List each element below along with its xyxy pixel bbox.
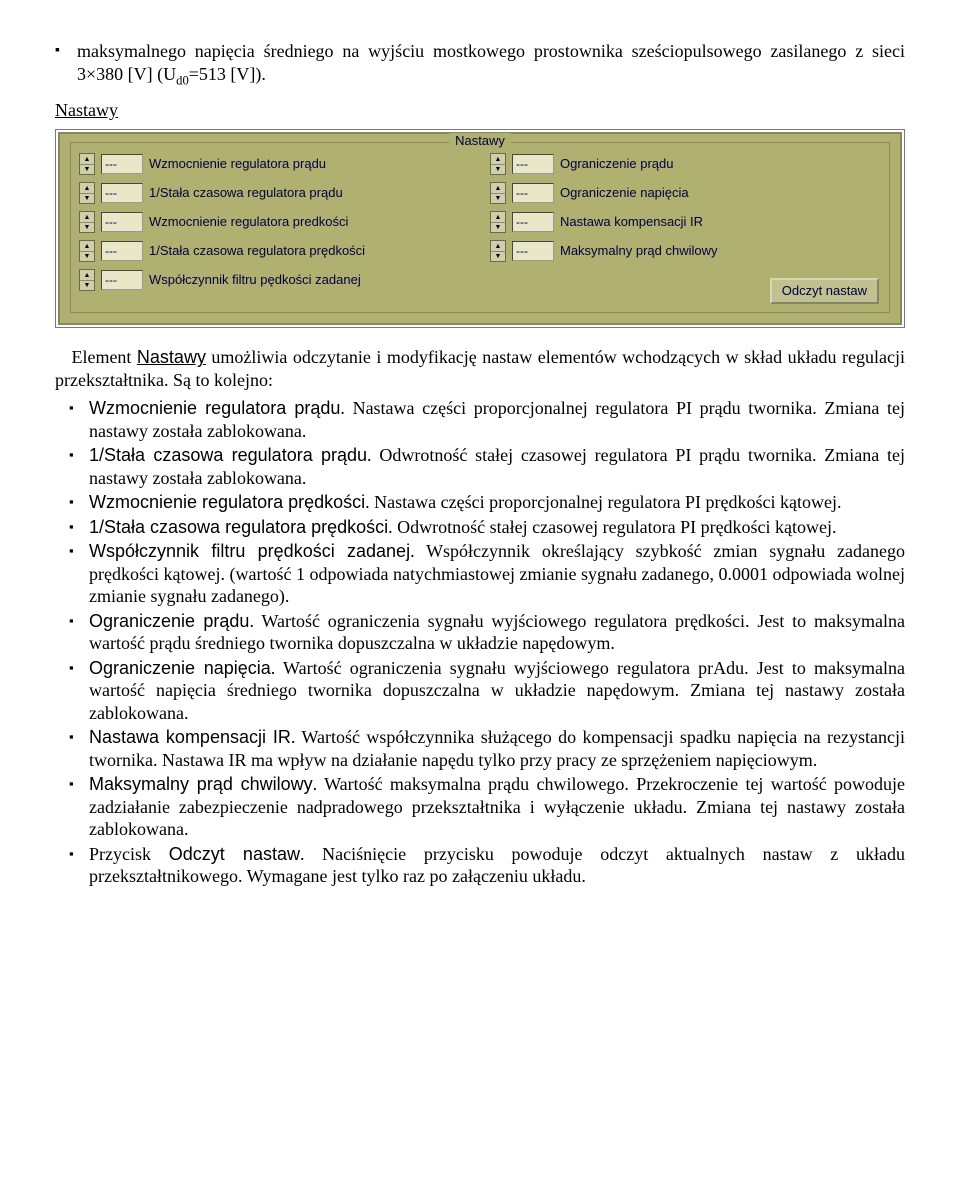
item-rest: . Odwrotność stałej czasowej regulatora … (388, 517, 836, 537)
panel-col-left: ▲▼---Wzmocnienie regulatora prądu▲▼---1/… (79, 153, 470, 298)
list-item: Ograniczenie napięcia. Wartość ogranicze… (55, 657, 905, 725)
item-prefix: Przycisk (89, 844, 169, 864)
field-value[interactable]: --- (101, 212, 143, 232)
spinner-up-icon[interactable]: ▲ (80, 183, 94, 194)
spinner-down-icon[interactable]: ▼ (80, 223, 94, 233)
item-term: Ograniczenie prądu (89, 611, 249, 631)
spinner[interactable]: ▲▼ (79, 211, 95, 233)
field-label: Nastawa kompensacji IR (560, 214, 703, 230)
list-item: 1/Stała czasowa regulatora prądu. Odwrot… (55, 444, 905, 489)
item-term: Wzmocnienie regulatora prędkości (89, 492, 365, 512)
list-item: Wzmocnienie regulatora prędkości. Nastaw… (55, 491, 905, 514)
spinner[interactable]: ▲▼ (490, 211, 506, 233)
spinner-up-icon[interactable]: ▲ (80, 154, 94, 165)
field-row: ▲▼ --- Ograniczenie napięcia (490, 182, 881, 204)
field-label: Ograniczenie napięcia (560, 185, 689, 201)
field-row: ▲▼ --- Wzmocnienie regulatora predkości (79, 211, 470, 233)
spinner-down-icon[interactable]: ▼ (80, 281, 94, 291)
spinner-down-icon[interactable]: ▼ (80, 194, 94, 204)
item-term: Współczynnik filtru prędkości zadanej (89, 541, 410, 561)
spinner-up-icon[interactable]: ▲ (80, 212, 94, 223)
list-item: 1/Stała czasowa regulatora prędkości. Od… (55, 516, 905, 539)
spinner-down-icon[interactable]: ▼ (80, 165, 94, 175)
field-label: Wzmocnienie regulatora predkości (149, 214, 348, 230)
field-value[interactable]: --- (512, 241, 554, 261)
top-text-b: =513 [V]). (189, 64, 266, 84)
item-term: Odczyt nastaw (169, 844, 300, 864)
field-row: ▲▼ --- 1/Stała czasowa regulatora prędkośc… (79, 240, 470, 262)
list-item: Wzmocnienie regulatora prądu. Nastawa cz… (55, 397, 905, 442)
field-value[interactable]: --- (512, 212, 554, 232)
panel-columns: ▲▼---Wzmocnienie regulatora prądu▲▼---1/… (79, 153, 881, 298)
field-row: ▲▼ --- Współczynnik filtru pędkości zadane… (79, 269, 470, 291)
spinner-down-icon[interactable]: ▼ (80, 252, 94, 262)
list-item: Przycisk Odczyt nastaw. Naciśnięcie przy… (55, 843, 905, 888)
heading-text: Nastawy (55, 100, 118, 120)
read-settings-button[interactable]: Odczyt nastaw (770, 278, 879, 304)
field-row: ▲▼ --- Wzmocnienie regulatora prądu (79, 153, 470, 175)
field-value[interactable]: --- (101, 241, 143, 261)
top-bullet: maksymalnego napięcia średniego na wyjśc… (55, 40, 905, 89)
spinner[interactable]: ▲▼ (79, 240, 95, 262)
field-row: ▲▼ --- Ograniczenie prądu (490, 153, 881, 175)
spinner[interactable]: ▲▼ (79, 182, 95, 204)
field-label: Maksymalny prąd chwilowy (560, 243, 718, 259)
item-term: Wzmocnienie regulatora prądu (89, 398, 340, 418)
item-term: Nastawa kompensacji IR (89, 727, 291, 747)
spinner[interactable]: ▲▼ (490, 240, 506, 262)
intro-term: Nastawy (137, 347, 206, 367)
item-term: 1/Stała czasowa regulatora prądu (89, 445, 367, 465)
top-sub: d0 (176, 73, 189, 87)
field-value[interactable]: --- (101, 270, 143, 290)
item-rest: . Nastawa części proporcjonalnej regulat… (365, 492, 841, 512)
list-item: Nastawa kompensacji IR. Wartość współczy… (55, 726, 905, 771)
spinner[interactable]: ▲▼ (79, 153, 95, 175)
spinner-down-icon[interactable]: ▼ (491, 252, 505, 262)
item-term: 1/Stała czasowa regulatora prędkości (89, 517, 388, 537)
spinner-up-icon[interactable]: ▲ (491, 183, 505, 194)
panel-inner: Nastawy ▲▼---Wzmocnienie regulatora prąd… (70, 142, 890, 313)
list-item: Maksymalny prąd chwilowy. Wartość maksym… (55, 773, 905, 841)
spinner-up-icon[interactable]: ▲ (491, 212, 505, 223)
intro-paragraph: Element Nastawy umożliwia odczytanie i m… (55, 346, 905, 391)
list-item: Współczynnik filtru prędkości zadanej. W… (55, 540, 905, 608)
item-term: Ograniczenie napięcia (89, 658, 271, 678)
field-label: 1/Stała czasowa regulatora prądu (149, 185, 343, 201)
spinner-up-icon[interactable]: ▲ (491, 241, 505, 252)
spinner[interactable]: ▲▼ (490, 153, 506, 175)
field-row: ▲▼ --- 1/Stała czasowa regulatora prądu (79, 182, 470, 204)
field-value[interactable]: --- (101, 154, 143, 174)
field-value[interactable]: --- (101, 183, 143, 203)
spinner-up-icon[interactable]: ▲ (80, 270, 94, 281)
item-term: Maksymalny prąd chwilowy (89, 774, 313, 794)
spinner[interactable]: ▲▼ (490, 182, 506, 204)
field-label: Współczynnik filtru pędkości zadanej (149, 272, 361, 288)
nastawy-panel: Nastawy ▲▼---Wzmocnienie regulatora prąd… (58, 132, 902, 325)
intro-a: Element (71, 347, 136, 367)
field-value[interactable]: --- (512, 183, 554, 203)
list-item: Ograniczenie prądu. Wartość ograniczenia… (55, 610, 905, 655)
panel-title: Nastawy (449, 133, 511, 149)
panel-col-right: ▲▼---Ograniczenie prądu▲▼---Ograniczenie… (490, 153, 881, 298)
definition-list: Wzmocnienie regulatora prądu . Nastawa cz… (55, 397, 905, 888)
field-value[interactable]: --- (512, 154, 554, 174)
spinner-down-icon[interactable]: ▼ (491, 165, 505, 175)
panel-container: Nastawy ▲▼---Wzmocnienie regulatora prąd… (55, 129, 905, 328)
field-label: Wzmocnienie regulatora prądu (149, 156, 326, 172)
spinner-down-icon[interactable]: ▼ (491, 223, 505, 233)
spinner-down-icon[interactable]: ▼ (491, 194, 505, 204)
spinner-up-icon[interactable]: ▲ (80, 241, 94, 252)
field-label: Ograniczenie prądu (560, 156, 673, 172)
field-label: 1/Stała czasowa regulatora prędkości (149, 243, 365, 259)
spinner[interactable]: ▲▼ (79, 269, 95, 291)
field-row: ▲▼ --- Maksymalny prąd chwilowy (490, 240, 881, 262)
spinner-up-icon[interactable]: ▲ (491, 154, 505, 165)
field-row: ▲▼ --- Nastawa kompensacji IR (490, 211, 881, 233)
top-bullet-list: maksymalnego napięcia średniego na wyjśc… (55, 40, 905, 89)
section-heading: Nastawy (55, 99, 905, 122)
